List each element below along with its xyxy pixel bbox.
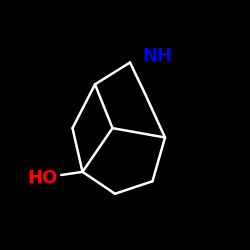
Text: HO: HO: [27, 169, 58, 187]
Text: NH: NH: [142, 47, 172, 65]
